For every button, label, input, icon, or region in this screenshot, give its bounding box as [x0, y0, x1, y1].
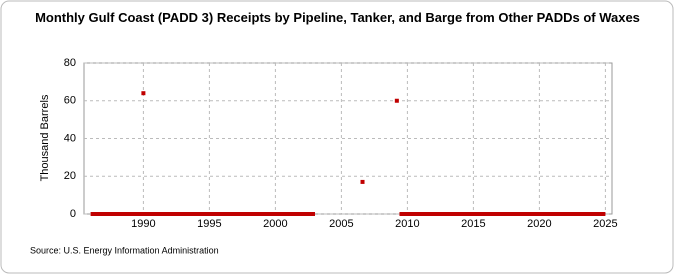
y-tick-label: 20	[64, 170, 76, 182]
y-axis-label: Thousand Barrels	[39, 94, 51, 181]
y-tick-label: 40	[64, 132, 76, 144]
x-tick-label: 2010	[395, 218, 419, 230]
x-tick-label: 2000	[263, 218, 287, 230]
data-point	[360, 179, 365, 184]
x-tick-label: 1990	[131, 218, 155, 230]
data-point	[141, 91, 146, 96]
y-tick-label: 0	[70, 208, 76, 220]
x-tick-label: 2015	[461, 218, 485, 230]
chart-title: Monthly Gulf Coast (PADD 3) Receipts by …	[35, 10, 640, 25]
x-tick-label: 2005	[329, 218, 353, 230]
x-tick-label: 2020	[527, 218, 551, 230]
y-tick-label: 80	[64, 57, 76, 69]
y-tick-label: 60	[64, 95, 76, 107]
x-tick-label: 2025	[593, 218, 617, 230]
x-tick-label: 1995	[197, 218, 221, 230]
source: Source: U.S. Energy Information Administ…	[30, 245, 219, 255]
data-point	[394, 98, 399, 103]
